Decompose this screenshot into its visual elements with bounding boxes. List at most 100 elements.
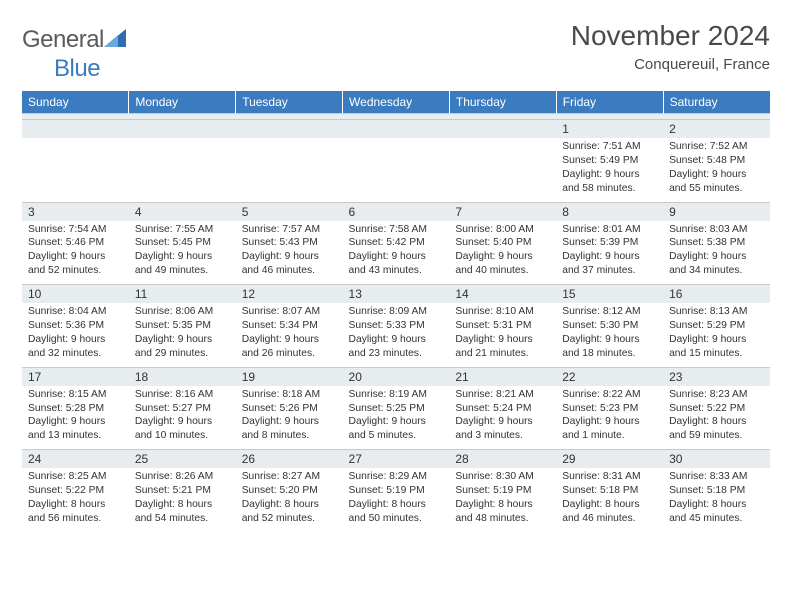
calendar-cell: 17Sunrise: 8:15 AMSunset: 5:28 PMDayligh…: [22, 367, 129, 450]
sunrise-line: Sunrise: 8:16 AM: [135, 388, 230, 402]
day-number: 22: [556, 368, 663, 386]
calendar-cell: 27Sunrise: 8:29 AMSunset: 5:19 PMDayligh…: [343, 450, 450, 532]
day-number: 7: [449, 203, 556, 221]
sunrise-line: Sunrise: 8:07 AM: [242, 305, 337, 319]
calendar-header-row: Sunday Monday Tuesday Wednesday Thursday…: [22, 91, 770, 114]
sunrise-line: Sunrise: 8:21 AM: [455, 388, 550, 402]
day-number: 29: [556, 450, 663, 468]
calendar-cell: 21Sunrise: 8:21 AMSunset: 5:24 PMDayligh…: [449, 367, 556, 450]
day-number: 14: [449, 285, 556, 303]
daylight-line: Daylight: 9 hours and 29 minutes.: [135, 333, 230, 361]
day-number: 8: [556, 203, 663, 221]
day-details: Sunrise: 7:57 AMSunset: 5:43 PMDaylight:…: [236, 221, 343, 285]
day-number: 17: [22, 368, 129, 386]
day-header: Thursday: [449, 91, 556, 114]
day-details: Sunrise: 8:18 AMSunset: 5:26 PMDaylight:…: [236, 386, 343, 450]
calendar-cell: 20Sunrise: 8:19 AMSunset: 5:25 PMDayligh…: [343, 367, 450, 450]
logo-text-b: Blue: [54, 55, 100, 82]
day-details: Sunrise: 8:07 AMSunset: 5:34 PMDaylight:…: [236, 303, 343, 367]
calendar-cell: 7Sunrise: 8:00 AMSunset: 5:40 PMDaylight…: [449, 202, 556, 285]
sunset-line: Sunset: 5:23 PM: [562, 402, 657, 416]
day-header: Wednesday: [343, 91, 450, 114]
daylight-line: Daylight: 9 hours and 43 minutes.: [349, 250, 444, 278]
sunrise-line: Sunrise: 8:09 AM: [349, 305, 444, 319]
day-number: 11: [129, 285, 236, 303]
day-details: Sunrise: 8:19 AMSunset: 5:25 PMDaylight:…: [343, 386, 450, 450]
calendar-cell: [343, 120, 450, 203]
sunrise-line: Sunrise: 8:31 AM: [562, 470, 657, 484]
daylight-line: Daylight: 9 hours and 3 minutes.: [455, 415, 550, 443]
day-number: 5: [236, 203, 343, 221]
sunrise-line: Sunrise: 8:23 AM: [669, 388, 764, 402]
calendar-week-row: 24Sunrise: 8:25 AMSunset: 5:22 PMDayligh…: [22, 450, 770, 532]
day-number: 4: [129, 203, 236, 221]
sunset-line: Sunset: 5:18 PM: [669, 484, 764, 498]
sunrise-line: Sunrise: 8:26 AM: [135, 470, 230, 484]
daylight-line: Daylight: 9 hours and 46 minutes.: [242, 250, 337, 278]
calendar-cell: [129, 120, 236, 203]
day-details: Sunrise: 8:25 AMSunset: 5:22 PMDaylight:…: [22, 468, 129, 532]
location: Conquereuil, France: [571, 56, 770, 73]
day-details: Sunrise: 7:58 AMSunset: 5:42 PMDaylight:…: [343, 221, 450, 285]
calendar-cell: 25Sunrise: 8:26 AMSunset: 5:21 PMDayligh…: [129, 450, 236, 532]
calendar-cell: 29Sunrise: 8:31 AMSunset: 5:18 PMDayligh…: [556, 450, 663, 532]
day-number: 9: [663, 203, 770, 221]
day-details: Sunrise: 8:22 AMSunset: 5:23 PMDaylight:…: [556, 386, 663, 450]
calendar-cell: 6Sunrise: 7:58 AMSunset: 5:42 PMDaylight…: [343, 202, 450, 285]
sunset-line: Sunset: 5:31 PM: [455, 319, 550, 333]
day-header: Monday: [129, 91, 236, 114]
day-details: Sunrise: 8:01 AMSunset: 5:39 PMDaylight:…: [556, 221, 663, 285]
day-number: [22, 120, 129, 138]
day-number: 10: [22, 285, 129, 303]
daylight-line: Daylight: 9 hours and 1 minute.: [562, 415, 657, 443]
calendar-week-row: 1Sunrise: 7:51 AMSunset: 5:49 PMDaylight…: [22, 120, 770, 203]
daylight-line: Daylight: 9 hours and 49 minutes.: [135, 250, 230, 278]
daylight-line: Daylight: 8 hours and 48 minutes.: [455, 498, 550, 526]
sunset-line: Sunset: 5:22 PM: [28, 484, 123, 498]
sunset-line: Sunset: 5:34 PM: [242, 319, 337, 333]
day-number: 28: [449, 450, 556, 468]
calendar-cell: [236, 120, 343, 203]
logo-text-a: General: [22, 26, 104, 54]
day-details: Sunrise: 7:55 AMSunset: 5:45 PMDaylight:…: [129, 221, 236, 285]
sunset-line: Sunset: 5:40 PM: [455, 236, 550, 250]
day-number: 18: [129, 368, 236, 386]
daylight-line: Daylight: 9 hours and 13 minutes.: [28, 415, 123, 443]
daylight-line: Daylight: 9 hours and 23 minutes.: [349, 333, 444, 361]
day-details: Sunrise: 8:23 AMSunset: 5:22 PMDaylight:…: [663, 386, 770, 450]
day-details: Sunrise: 8:15 AMSunset: 5:28 PMDaylight:…: [22, 386, 129, 450]
sunrise-line: Sunrise: 8:13 AM: [669, 305, 764, 319]
sunrise-line: Sunrise: 8:04 AM: [28, 305, 123, 319]
sunset-line: Sunset: 5:29 PM: [669, 319, 764, 333]
day-number: [129, 120, 236, 138]
sunset-line: Sunset: 5:28 PM: [28, 402, 123, 416]
calendar-cell: 28Sunrise: 8:30 AMSunset: 5:19 PMDayligh…: [449, 450, 556, 532]
sunrise-line: Sunrise: 8:29 AM: [349, 470, 444, 484]
header: General November 2024 Conquereuil, Franc…: [22, 20, 770, 73]
sunrise-line: Sunrise: 8:00 AM: [455, 223, 550, 237]
sunrise-line: Sunrise: 7:55 AM: [135, 223, 230, 237]
day-number: 30: [663, 450, 770, 468]
day-details: Sunrise: 7:52 AMSunset: 5:48 PMDaylight:…: [663, 138, 770, 202]
calendar-body: 1Sunrise: 7:51 AMSunset: 5:49 PMDaylight…: [22, 114, 770, 532]
day-number: [236, 120, 343, 138]
day-number: 23: [663, 368, 770, 386]
sunset-line: Sunset: 5:33 PM: [349, 319, 444, 333]
daylight-line: Daylight: 9 hours and 55 minutes.: [669, 168, 764, 196]
sunset-line: Sunset: 5:24 PM: [455, 402, 550, 416]
sunset-line: Sunset: 5:45 PM: [135, 236, 230, 250]
daylight-line: Daylight: 9 hours and 8 minutes.: [242, 415, 337, 443]
sunset-line: Sunset: 5:26 PM: [242, 402, 337, 416]
calendar-cell: 5Sunrise: 7:57 AMSunset: 5:43 PMDaylight…: [236, 202, 343, 285]
sunrise-line: Sunrise: 8:19 AM: [349, 388, 444, 402]
day-number: 13: [343, 285, 450, 303]
day-header: Tuesday: [236, 91, 343, 114]
sunrise-line: Sunrise: 8:30 AM: [455, 470, 550, 484]
day-details: Sunrise: 8:29 AMSunset: 5:19 PMDaylight:…: [343, 468, 450, 532]
day-details: Sunrise: 8:31 AMSunset: 5:18 PMDaylight:…: [556, 468, 663, 532]
day-number: 16: [663, 285, 770, 303]
daylight-line: Daylight: 8 hours and 50 minutes.: [349, 498, 444, 526]
sunset-line: Sunset: 5:22 PM: [669, 402, 764, 416]
calendar-cell: 12Sunrise: 8:07 AMSunset: 5:34 PMDayligh…: [236, 285, 343, 368]
sunset-line: Sunset: 5:38 PM: [669, 236, 764, 250]
